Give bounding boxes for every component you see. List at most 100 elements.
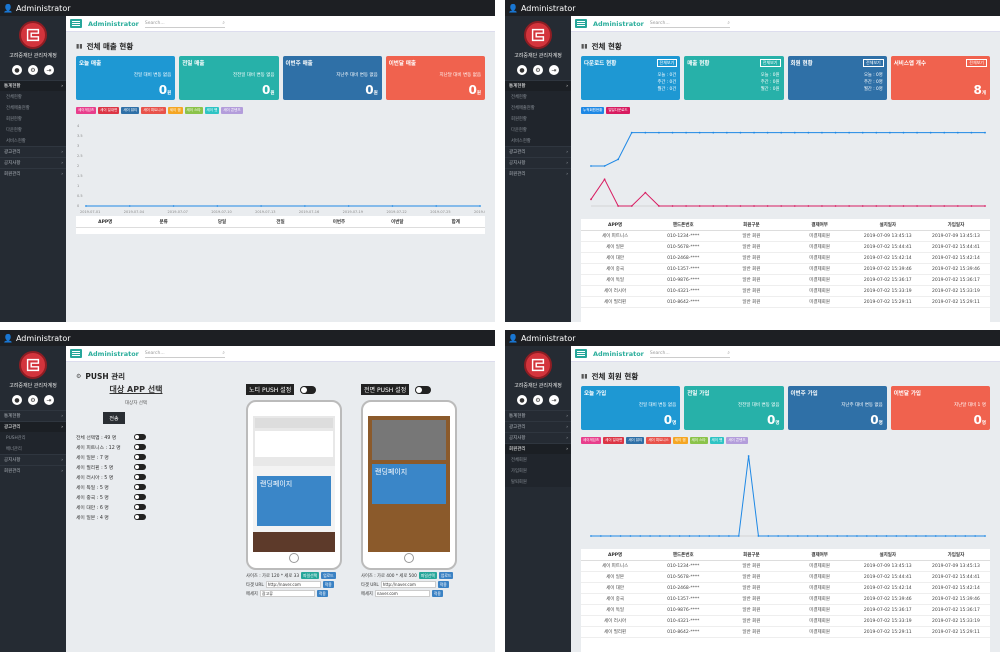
logout-icon[interactable]: ⇥: [44, 65, 54, 75]
upload-button[interactable]: 업로드: [438, 572, 454, 579]
search-input[interactable]: Search... ⌕: [144, 349, 225, 358]
sidebar-subitem[interactable]: 회원현황: [0, 113, 66, 124]
select-sub[interactable]: 대상자 선택: [124, 401, 148, 406]
app-toggle[interactable]: [134, 484, 146, 490]
sidebar-item-members[interactable]: 회원관리 ›: [0, 168, 66, 179]
search-icon[interactable]: ⌕: [222, 351, 225, 356]
table-row[interactable]: 세이 필리핀 010-8642-**** 일반 회원 미결제회원 2019-07-02 …: [581, 297, 990, 308]
table-row[interactable]: 세이 일본 010-5678-**** 일반 회원 미결제회원 2019-07-02 1…: [581, 572, 990, 583]
file-select-button[interactable]: 파일선택: [418, 572, 437, 579]
apply-button[interactable]: 적용: [431, 590, 443, 597]
table-row[interactable]: 세이 러시아 010-4321-**** 일반 회원 미결제회원 2019-07-02 …: [581, 616, 990, 627]
upload-button[interactable]: 업로드: [321, 572, 336, 579]
table-row[interactable]: 세이 대만 010-2468-**** 일반 회원 미결제회원 2019-07-02 1…: [581, 253, 990, 264]
sidebar-item-ads[interactable]: 광고관리 ›: [0, 421, 66, 432]
sidebar-item-ads[interactable]: 광고관리 ›: [0, 146, 66, 157]
apply-button[interactable]: 적용: [437, 581, 449, 588]
table-row[interactable]: 세이 대만 010-2468-**** 일반 회원 미결제회원 2019-07-02 1…: [581, 583, 990, 594]
profile-icon[interactable]: ●: [517, 65, 527, 75]
menu-toggle-icon[interactable]: [575, 349, 587, 358]
legend-item[interactable]: 세이 캠: [167, 107, 183, 114]
legend-item[interactable]: 세이게임즈: [581, 437, 602, 444]
app-toggle[interactable]: [134, 444, 146, 450]
sidebar-item-members[interactable]: 회원관리 ›: [505, 443, 571, 454]
table-row[interactable]: 세이 피트니스 010-1234-**** 일반 회원 미결제회원 2019-07-09…: [581, 231, 990, 242]
sidebar-item-ads[interactable]: 광고관리 ›: [505, 421, 571, 432]
legend-item[interactable]: 누적회원현황: [581, 107, 605, 114]
search-input[interactable]: Search... ⌕: [649, 349, 730, 358]
app-toggle[interactable]: [134, 474, 146, 480]
view-all-button[interactable]: 전체보기: [759, 59, 781, 67]
sidebar-subitem[interactable]: 전체현황: [0, 91, 66, 102]
menu-toggle-icon[interactable]: [70, 349, 82, 358]
menu-toggle-icon[interactable]: [70, 19, 82, 28]
legend-item[interactable]: 세이 스타: [689, 437, 708, 444]
app-toggle[interactable]: [134, 494, 146, 500]
legend-item[interactable]: 세이 뷰티: [626, 437, 645, 444]
sidebar-subitem[interactable]: 전체매출현황: [505, 102, 571, 113]
search-input[interactable]: Search... ⌕: [649, 19, 730, 28]
table-row[interactable]: 세이 필리핀 010-8642-**** 일반 회원 미결제회원 2019-07-02 …: [581, 627, 990, 638]
url-input[interactable]: http://naver.com: [265, 581, 321, 588]
menu-toggle-icon[interactable]: [575, 19, 587, 28]
app-toggle[interactable]: [134, 434, 146, 440]
legend-item[interactable]: 세이 뷰티: [121, 107, 140, 114]
profile-icon[interactable]: ●: [12, 65, 22, 75]
legend-item[interactable]: 세이 펫: [709, 437, 725, 444]
settings-icon[interactable]: ⚙: [533, 65, 543, 75]
sidebar-item-stats[interactable]: 통계현황 ›: [505, 80, 571, 91]
legend-item[interactable]: 일일다운로드: [606, 107, 630, 114]
sidebar-item-members[interactable]: 회원관리 ›: [0, 465, 66, 476]
legend-item[interactable]: 세이 캠: [672, 437, 688, 444]
app-toggle[interactable]: [134, 504, 146, 510]
app-toggle[interactable]: [134, 514, 146, 520]
apply-button[interactable]: 적용: [322, 581, 334, 588]
file-select-button[interactable]: 파일선택: [301, 572, 320, 579]
sidebar-item-stats[interactable]: 통계현황 ›: [0, 80, 66, 91]
profile-icon[interactable]: ●: [517, 395, 527, 405]
legend-item[interactable]: 세이 스타: [184, 107, 203, 114]
search-input[interactable]: Search... ⌕: [144, 19, 225, 28]
table-row[interactable]: 세이 일본 010-5678-**** 일반 회원 미결제회원 2019-07-02 1…: [581, 242, 990, 253]
full-push-toggle[interactable]: [415, 385, 432, 394]
sidebar-subitem[interactable]: 서비스현황: [0, 135, 66, 146]
search-icon[interactable]: ⌕: [222, 21, 225, 26]
profile-icon[interactable]: ●: [12, 395, 22, 405]
search-icon[interactable]: ⌕: [727, 351, 730, 356]
table-row[interactable]: 세이 독일 010-9876-**** 일반 회원 미결제회원 2019-07-02 1…: [581, 275, 990, 286]
apply-button[interactable]: 적용: [316, 590, 328, 597]
settings-icon[interactable]: ⚙: [28, 65, 38, 75]
sidebar-item-notice[interactable]: 공지사항 ›: [505, 432, 571, 443]
sidebar-subitem[interactable]: 서비스현황: [505, 135, 571, 146]
sidebar-subitem[interactable]: 전체회원: [505, 454, 571, 465]
sidebar-subitem[interactable]: PUSH관리: [0, 432, 66, 443]
table-row[interactable]: 세이 피트니스 010-1234-**** 일반 회원 미결제회원 2019-07-09…: [581, 561, 990, 572]
sidebar-subitem[interactable]: 배너관리: [0, 443, 66, 454]
legend-item[interactable]: 세이 일대면: [603, 437, 625, 444]
legend-item[interactable]: 세이 콘텐츠: [221, 107, 243, 114]
app-toggle[interactable]: [134, 464, 146, 470]
sidebar-item-notice[interactable]: 공지사항 ›: [505, 157, 571, 168]
sidebar-subitem[interactable]: 전체매출현황: [0, 102, 66, 113]
legend-item[interactable]: 세이 일대면: [98, 107, 120, 114]
settings-icon[interactable]: ⚙: [533, 395, 543, 405]
view-all-button[interactable]: 전체보기: [863, 59, 884, 67]
search-icon[interactable]: ⌕: [727, 21, 730, 26]
settings-icon[interactable]: ⚙: [28, 395, 38, 405]
table-row[interactable]: 세이 러시아 010-4321-**** 일반 회원 미결제회원 2019-07-02 …: [581, 286, 990, 297]
msg-input[interactable]: naver.com: [374, 590, 430, 597]
sidebar-subitem[interactable]: 회원현황: [505, 113, 571, 124]
sidebar-subitem[interactable]: 다운현황: [505, 124, 571, 135]
sidebar-item-notice[interactable]: 공지사항 ›: [0, 454, 66, 465]
sidebar-item-stats[interactable]: 통계현황 ›: [0, 410, 66, 421]
legend-item[interactable]: 세이 피트니스: [646, 437, 671, 444]
legend-item[interactable]: 세이 피트니스: [141, 107, 166, 114]
logout-icon[interactable]: ⇥: [44, 395, 54, 405]
view-all-button[interactable]: 전체보기: [656, 59, 678, 67]
table-row[interactable]: 세이 중국 010-1357-**** 일반 회원 미결제회원 2019-07-02 1…: [581, 264, 990, 275]
legend-item[interactable]: 세이 펫: [204, 107, 220, 114]
sidebar-item-members[interactable]: 회원관리 ›: [505, 168, 571, 179]
sidebar-subitem[interactable]: 다운현황: [0, 124, 66, 135]
send-button[interactable]: 전송: [103, 412, 125, 424]
legend-item[interactable]: 세이 콘텐츠: [726, 437, 748, 444]
